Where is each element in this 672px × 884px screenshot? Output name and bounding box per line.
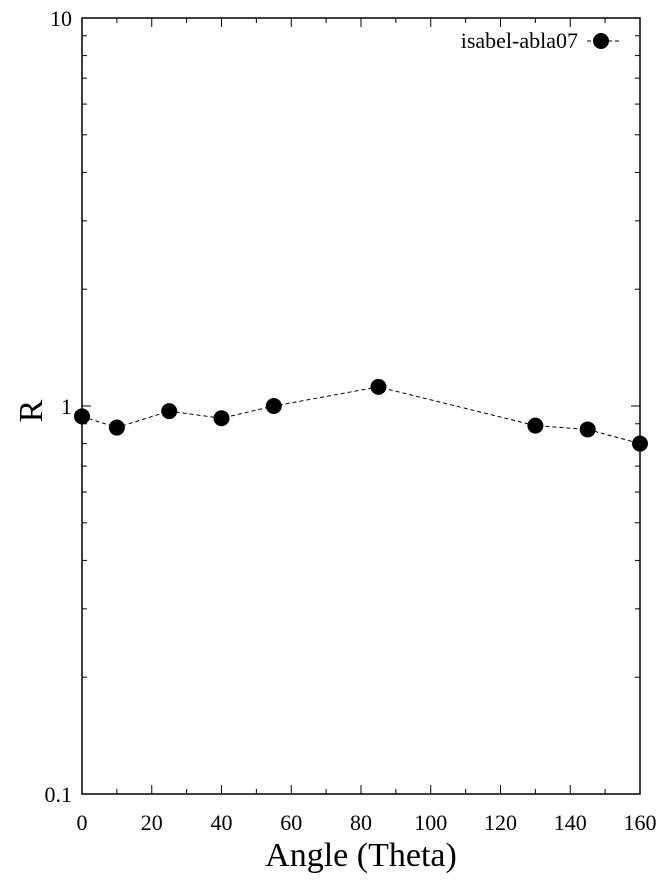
legend-label: isabel-abla07 <box>461 28 578 53</box>
x-axis-label: Angle (Theta) <box>265 837 457 874</box>
y-tick-label: 0.1 <box>45 782 73 807</box>
data-point <box>632 435 648 452</box>
legend-marker <box>593 33 609 49</box>
x-tick-label: 120 <box>484 810 517 835</box>
x-tick-label: 40 <box>211 810 233 835</box>
y-tick-label: 1 <box>61 394 72 419</box>
tick-labels: 0 20 40 60 80 100 120 140 160 0.1 1 10 <box>45 6 657 835</box>
data-point <box>265 398 282 414</box>
x-tick-label: 60 <box>280 810 302 835</box>
y-tick-label: 10 <box>50 6 72 31</box>
data-point <box>74 408 90 425</box>
data-point <box>527 417 544 434</box>
axis-ticks <box>81 17 641 795</box>
x-tick-label: 0 <box>77 810 88 835</box>
series-group <box>74 378 648 452</box>
data-point <box>579 421 596 438</box>
x-tick-label: 20 <box>141 810 163 835</box>
x-tick-label: 100 <box>414 810 447 835</box>
data-point <box>161 403 178 420</box>
data-point <box>108 419 125 436</box>
x-tick-label: 160 <box>624 810 657 835</box>
y-axis-label: R <box>13 399 50 422</box>
x-tick-label: 140 <box>554 810 587 835</box>
legend: isabel-abla07 <box>461 28 620 53</box>
data-point <box>370 378 387 395</box>
data-point <box>213 410 230 427</box>
x-tick-label: 80 <box>350 810 372 835</box>
